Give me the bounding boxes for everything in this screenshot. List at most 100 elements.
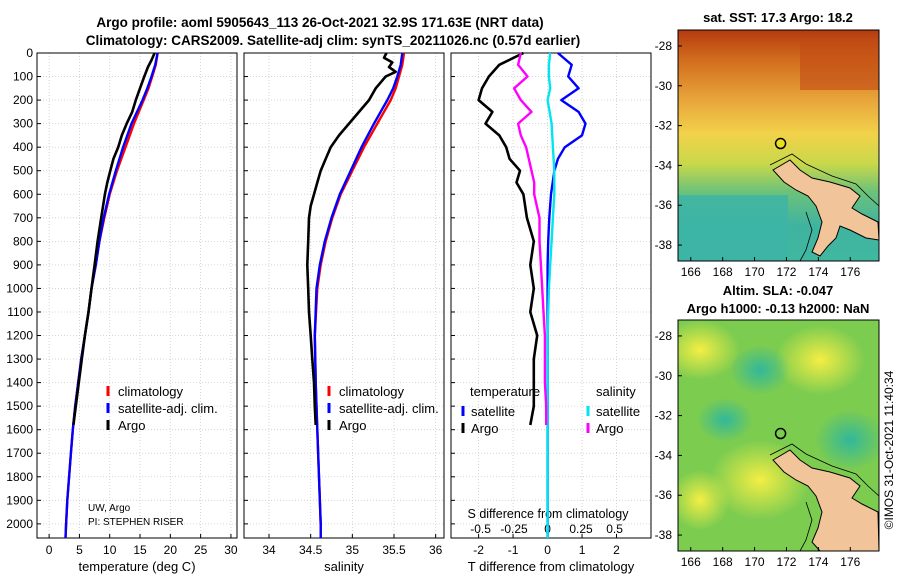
sla-map-frame [677, 319, 880, 552]
x-axis-label: salinity [324, 559, 364, 574]
sla-low-blob [730, 345, 790, 395]
map-x-tick-label: 170 [745, 265, 765, 279]
x-tick-label: 20 [164, 543, 178, 557]
legend-label: Argo [339, 418, 366, 433]
argo-float-marker [774, 427, 787, 440]
y-tick-label: 200 [13, 93, 33, 107]
x-tick-label: 10 [103, 543, 117, 557]
y-tick-label: 600 [13, 187, 33, 201]
map-x-tick-label: 170 [745, 555, 765, 569]
y-tick-label: 1400 [6, 376, 33, 390]
map-y-tick-label: -34 [655, 448, 673, 462]
y-tick-label: 700 [13, 211, 33, 225]
sla-high-blob [678, 470, 730, 530]
map-y-tick-label: -36 [655, 198, 673, 212]
map-y-tick-label: -30 [655, 369, 673, 383]
y-tick-label: 500 [13, 164, 33, 178]
y-tick-label: 1200 [6, 329, 33, 343]
axes-frame [243, 52, 445, 539]
sla-map-title-line1: Altim. SLA: -0.047 [723, 283, 834, 298]
x-tick-label: 35.5 [382, 543, 406, 557]
legend-label: Argo [118, 418, 145, 433]
map-x-tick-label: 166 [681, 555, 701, 569]
map-y-tick-label: -28 [655, 329, 673, 343]
x-tick-label: 2 [613, 543, 620, 557]
x-tick-label: 15 [133, 543, 147, 557]
y-tick-label: 1500 [6, 399, 33, 413]
map-y-tick-label: -30 [655, 79, 673, 93]
y-tick-label: 0 [26, 46, 33, 60]
y-tick-label: 400 [13, 140, 33, 154]
x-tick-label: 36 [429, 543, 443, 557]
y-tick-label: 100 [13, 70, 33, 84]
map-x-tick-label: 172 [776, 265, 796, 279]
legend-label: climatology [118, 384, 184, 399]
x-tick-label: -2 [473, 543, 484, 557]
y-tick-label: 900 [13, 258, 33, 272]
map-x-tick-label: 166 [681, 265, 701, 279]
x-tick-label: 0 [46, 543, 53, 557]
map-y-tick-label: -36 [655, 488, 673, 502]
x-tick-label: 0 [544, 543, 551, 557]
sst-map-axes: 166 168 170 172 174 176 -28 -30 -32 -34 -36 -38 [655, 39, 861, 279]
y-tick-label: 1700 [6, 446, 33, 460]
x-tick-label: 25 [194, 543, 208, 557]
sst-map-title: sat. SST: 17.3 Argo: 18.2 [703, 10, 853, 25]
axes-frame [450, 52, 652, 539]
salinity-panel: 34 34.5 35 35.5 36 salinity climatology satelli… [243, 52, 445, 574]
map-x-tick-label: 174 [808, 265, 828, 279]
series-line-argo [72, 52, 156, 426]
legend-title-salinity: salinity [596, 384, 636, 399]
figure-title-line1: Argo profile: aoml 5905643_113 26-Oct-20… [96, 15, 543, 30]
y-tick-label: 1900 [6, 493, 33, 507]
argo-float-marker [774, 137, 787, 150]
sla-map [678, 320, 879, 551]
top-tick-label: 0.5 [606, 522, 623, 536]
map-y-tick-label: -38 [655, 528, 673, 542]
credit-line2: PI: STEPHEN RISER [88, 517, 184, 528]
y-tick-label: 300 [13, 117, 33, 131]
x-tick-label: 5 [76, 543, 83, 557]
x-tick-label: 34 [262, 543, 276, 557]
series-line-t-argo [477, 51, 539, 426]
legend-label: Argo [471, 421, 498, 436]
difference-panel: -2 -1 0 1 2 T difference from climatology -0.5… [450, 51, 652, 574]
series-line-satellite-adj-clim- [313, 52, 404, 538]
legend-label: climatology [339, 384, 405, 399]
y-tick-label: 2000 [6, 517, 33, 531]
series-line-s-satellite [546, 52, 556, 538]
map-x-tick-label: 168 [713, 265, 733, 279]
imos-timestamp: ©IMOS 31-Oct-2021 11:40:34 [882, 370, 896, 529]
legend-label: satellite [471, 404, 515, 419]
sst-map-frame [677, 29, 880, 262]
figure-title-line2: Climatology: CARS2009. Satellite-adj cli… [86, 33, 580, 48]
top-tick-label: -0.25 [500, 522, 528, 536]
y-tick-label: 1300 [6, 352, 33, 366]
shelf-contour [769, 443, 879, 551]
x-tick-label: 1 [579, 543, 586, 557]
temperature-panel: 0 5 10 15 20 25 30 temperature (deg C) 0 100 200 30… [6, 46, 238, 574]
axes-frame [36, 52, 238, 539]
series-line-climatology [313, 52, 406, 538]
y-tick-label: 1600 [6, 423, 33, 437]
map-x-tick-label: 174 [808, 555, 828, 569]
x-tick-label: 30 [224, 543, 238, 557]
legend-label: satellite [596, 404, 640, 419]
x-tick-label: 35 [346, 543, 360, 557]
legend-label: Argo [596, 421, 623, 436]
y-tick-label: 1100 [7, 305, 33, 319]
map-x-tick-label: 176 [840, 265, 860, 279]
series-line-t-satellite [546, 52, 587, 538]
map-y-tick-label: -32 [655, 409, 673, 423]
top-tick-label: 0.25 [569, 522, 593, 536]
y-tick-label: 800 [13, 234, 33, 248]
sla-low-blob [697, 398, 753, 442]
sla-low-blob [815, 410, 879, 470]
sla-high-blob [678, 320, 740, 380]
legend-label: satellite-adj. clim. [118, 401, 218, 416]
sla-map-axes: 166 168 170 172 174 176 -28 -30 -32 -34 -36 -38 [655, 329, 861, 569]
sla-map-title-line2: Argo h1000: -0.13 h2000: NaN [687, 301, 870, 316]
sst-cool-patch [678, 195, 788, 261]
series-line-s-argo [512, 52, 548, 425]
